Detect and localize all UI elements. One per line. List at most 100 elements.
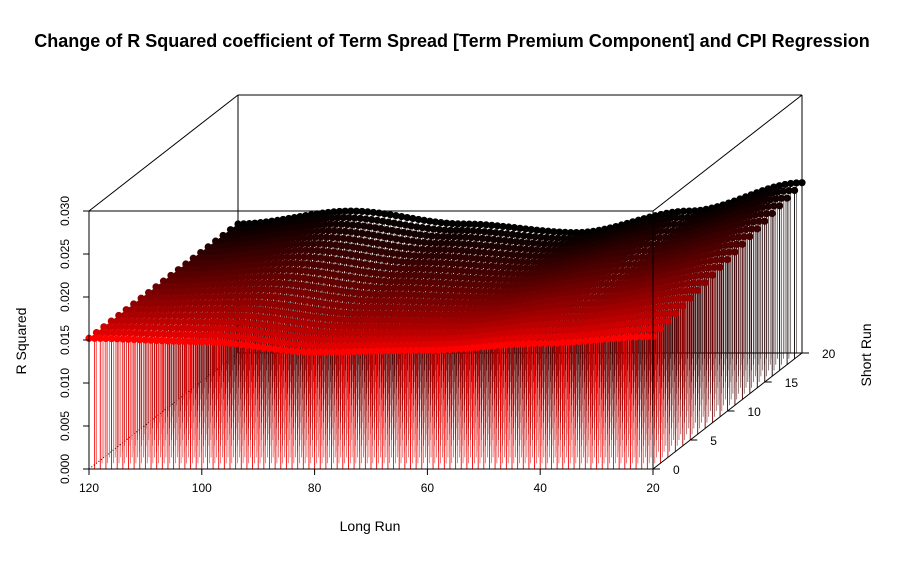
data-point [374,284,382,292]
data-point [492,249,500,257]
data-point [105,323,114,331]
data-point [223,252,231,261]
data-point [289,295,298,303]
data-point [355,244,363,252]
data-point [748,225,756,233]
data-point [458,267,466,275]
data-point [503,250,511,258]
data-point [327,263,335,271]
data-point [246,285,254,294]
data-point [451,329,459,337]
data-point [423,291,431,300]
data-point [589,330,597,338]
data-point [286,332,294,340]
data-point [645,286,653,294]
data-point [645,304,653,312]
data-point [331,294,339,302]
data-point [291,229,299,237]
data-point [179,305,187,313]
data-point [233,274,241,282]
box-edge-right-top [652,94,803,212]
data-point [337,335,345,343]
data-point [569,283,578,291]
data-point [415,258,423,267]
data-point [436,285,444,294]
data-point [360,268,369,276]
data-point [355,310,363,318]
data-point [577,313,585,321]
data-point [237,279,245,288]
data-point [684,261,692,269]
data-point [469,268,478,276]
data-point [599,274,608,282]
data-point [527,245,536,254]
data-point [147,317,155,326]
data-point [128,323,136,331]
data-point [162,324,170,332]
data-point [338,242,346,250]
data-point [590,287,598,295]
data-point [605,256,613,264]
data-point [770,183,778,191]
data-point [671,288,679,296]
data-point [524,239,532,247]
data-point [640,229,648,237]
data-point [139,306,147,314]
data-point [457,345,465,353]
data-point [469,227,477,235]
data-point [455,317,463,325]
data-point [304,282,312,290]
data-point [434,311,442,319]
data-point [178,271,186,279]
data-point [117,323,125,331]
data-point [509,270,517,278]
data-point [342,316,350,324]
data-point [96,334,104,342]
data-point [227,274,235,282]
data-point [374,303,382,311]
data-point [384,347,392,355]
data-point [526,316,535,324]
data-point [429,311,437,319]
data-point [403,213,411,222]
data-point [190,324,198,333]
data-point [492,304,501,312]
data-point [640,247,649,255]
data-point [295,296,303,304]
data-point [554,296,563,304]
data-point [542,339,550,347]
data-point [740,233,748,241]
data-point [396,284,404,292]
data-point [171,294,179,302]
data-point [620,279,628,287]
data-point [360,245,368,253]
data-point [104,329,112,337]
data-point [464,247,472,255]
data-point [158,317,166,326]
data-point [327,285,335,294]
data-point [642,259,651,267]
data-point [491,325,499,334]
data-point [282,324,290,332]
data-point [341,227,349,236]
data-point [248,299,256,307]
data-point [431,218,439,226]
data-point [594,274,602,282]
data-point [358,252,367,260]
data-point [250,335,258,343]
data-point [774,188,782,196]
data-point [459,323,467,331]
data-point [485,342,494,350]
data-point [712,237,720,245]
data-point [173,305,181,314]
data-point [425,304,433,312]
data-point [381,256,389,264]
data-point [172,271,181,279]
data-point [274,286,282,294]
data-point [491,342,499,350]
data-point [413,245,421,253]
data-point [644,234,652,242]
data-point [723,235,731,243]
data-point [361,347,369,355]
data-point [215,338,223,346]
